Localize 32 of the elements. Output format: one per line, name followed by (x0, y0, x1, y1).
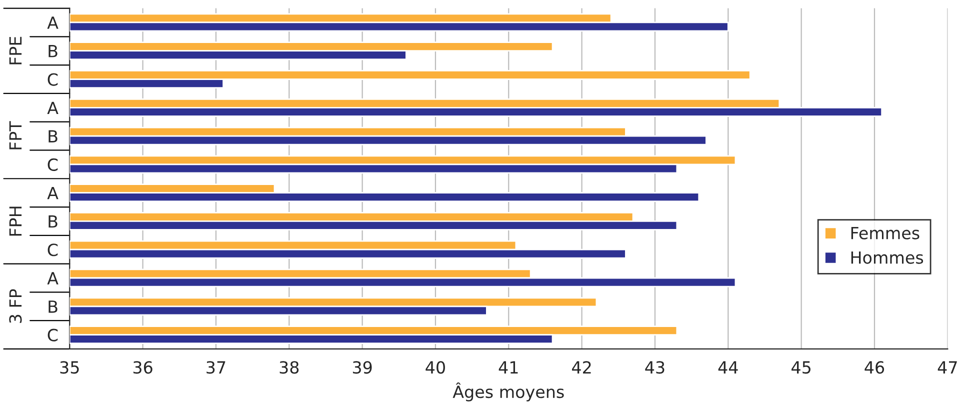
y-tick-label: B (48, 130, 58, 142)
y-tick-label: C (48, 158, 58, 171)
x-tick-label: 35 (60, 361, 79, 374)
y-tick-label: A (47, 102, 58, 114)
y-tick-label: A (47, 187, 58, 200)
x-tick-label: 44 (718, 361, 738, 374)
text: FPT (9, 121, 22, 150)
x-tick-label: 36 (133, 361, 152, 374)
y-tick-label: B (48, 215, 58, 228)
y-tick-label: C (48, 244, 58, 256)
legend-label: Hommes (851, 251, 924, 264)
x-tick-label: 45 (792, 361, 810, 374)
y-tick-label: C (48, 73, 58, 86)
x-tick-label: 43 (645, 361, 664, 374)
x-tick-label: 47 (938, 361, 957, 374)
x-tick-label: 38 (280, 361, 299, 374)
y-tick-label: A (47, 272, 58, 284)
x-tick-label: 42 (572, 361, 591, 374)
y-tick-label: A (47, 16, 58, 29)
y-tick-label: C (48, 328, 58, 342)
x-tick-label: 41 (498, 361, 518, 374)
x-tick-label: 39 (352, 361, 372, 374)
x-tick-label: 40 (426, 361, 445, 374)
x-axis-title: Âges moyens (452, 382, 564, 402)
legend-label: Femmes (851, 226, 920, 240)
x-tick-label: 37 (206, 361, 226, 374)
x-tick-label: 46 (864, 361, 884, 374)
y-tick-label: B (48, 300, 58, 313)
text: 3 FP (9, 289, 22, 323)
y-tick-label: B (48, 45, 58, 58)
text: FPE (9, 36, 22, 64)
text: FPH (9, 206, 22, 236)
